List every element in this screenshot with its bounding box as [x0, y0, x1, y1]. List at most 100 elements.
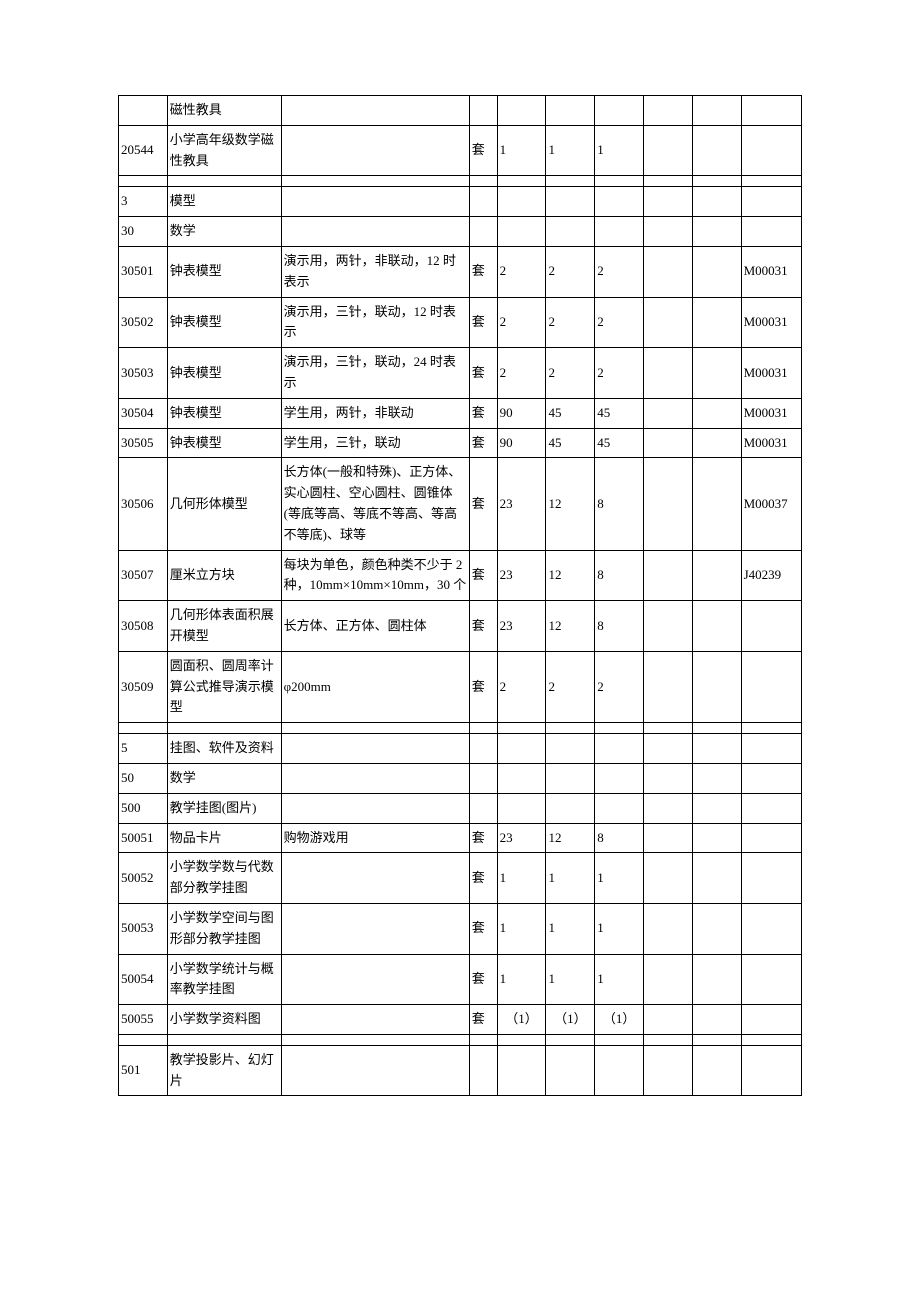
- table-cell: 2: [595, 297, 644, 348]
- table-cell: [692, 125, 741, 176]
- table-cell: 1: [595, 125, 644, 176]
- table-cell: [644, 793, 693, 823]
- spacer-cell: [644, 176, 693, 187]
- table-cell: [692, 246, 741, 297]
- spacer-cell: [692, 176, 741, 187]
- spacer-cell: [469, 723, 497, 734]
- spacer-cell: [692, 723, 741, 734]
- table-cell: [644, 954, 693, 1005]
- table-cell: 钟表模型: [167, 297, 281, 348]
- table-cell: [281, 217, 469, 247]
- table-cell: 30503: [119, 348, 168, 399]
- table-cell: [741, 125, 801, 176]
- table-cell: [595, 763, 644, 793]
- table-cell: 30502: [119, 297, 168, 348]
- table-cell: [281, 734, 469, 764]
- table-cell: [692, 823, 741, 853]
- table-cell: [692, 398, 741, 428]
- table-row: 30507厘米立方块每块为单色，颜色种类不少于 2 种，10mm×10mm×10…: [119, 550, 802, 601]
- table-cell: 45: [595, 428, 644, 458]
- table-cell: 50055: [119, 1005, 168, 1035]
- table-cell: 挂图、软件及资料: [167, 734, 281, 764]
- table-cell: [281, 96, 469, 126]
- table-row: 30508几何形体表面积展开模型长方体、正方体、圆柱体套23128: [119, 601, 802, 652]
- table-cell: 物品卡片: [167, 823, 281, 853]
- table-cell: 2: [595, 348, 644, 399]
- table-cell: 套: [469, 348, 497, 399]
- table-row: 50054小学数学统计与概率教学挂图套111: [119, 954, 802, 1005]
- table-cell: 30509: [119, 651, 168, 722]
- table-cell: [692, 428, 741, 458]
- table-cell: 8: [595, 823, 644, 853]
- table-cell: 1: [595, 853, 644, 904]
- table-cell: [281, 125, 469, 176]
- spacer-cell: [644, 1034, 693, 1045]
- table-cell: 小学数学资料图: [167, 1005, 281, 1035]
- table-cell: [692, 601, 741, 652]
- table-cell: 套: [469, 954, 497, 1005]
- equipment-table: 磁性教具20544小学高年级数学磁性教具套1113模型30数学30501钟表模型…: [118, 95, 802, 1096]
- table-cell: [497, 734, 546, 764]
- table-cell: [546, 187, 595, 217]
- table-cell: [644, 187, 693, 217]
- table-cell: [741, 793, 801, 823]
- table-cell: M00031: [741, 297, 801, 348]
- table-cell: M00031: [741, 246, 801, 297]
- spacer-cell: [497, 1034, 546, 1045]
- table-cell: 23: [497, 550, 546, 601]
- spacer-cell: [119, 723, 168, 734]
- table-cell: 30507: [119, 550, 168, 601]
- table-cell: [497, 217, 546, 247]
- table-cell: 每块为单色，颜色种类不少于 2 种，10mm×10mm×10mm，30 个: [281, 550, 469, 601]
- table-cell: 钟表模型: [167, 398, 281, 428]
- table-cell: [281, 1005, 469, 1035]
- table-row: 30509圆面积、圆周率计算公式推导演示模型φ200mm套222: [119, 651, 802, 722]
- table-cell: [741, 96, 801, 126]
- table-cell: [281, 954, 469, 1005]
- table-cell: [692, 550, 741, 601]
- table-cell: 30508: [119, 601, 168, 652]
- table-cell: 30505: [119, 428, 168, 458]
- table-cell: [497, 763, 546, 793]
- table-cell: [692, 297, 741, 348]
- table-cell: [644, 651, 693, 722]
- table-cell: 购物游戏用: [281, 823, 469, 853]
- table-cell: 12: [546, 550, 595, 601]
- table-cell: 23: [497, 823, 546, 853]
- table-cell: 小学数学空间与图形部分教学挂图: [167, 903, 281, 954]
- table-cell: 模型: [167, 187, 281, 217]
- table-cell: 30: [119, 217, 168, 247]
- table-cell: [469, 1045, 497, 1096]
- table-row: 30505钟表模型学生用，三针，联动套904545M00031: [119, 428, 802, 458]
- table-cell: 50: [119, 763, 168, 793]
- table-cell: [644, 903, 693, 954]
- table-cell: [644, 853, 693, 904]
- table-cell: 小学高年级数学磁性教具: [167, 125, 281, 176]
- table-cell: 8: [595, 601, 644, 652]
- spacer-cell: [167, 1034, 281, 1045]
- table-row: 磁性教具: [119, 96, 802, 126]
- table-cell: [741, 1045, 801, 1096]
- spacer-cell: [595, 176, 644, 187]
- table-cell: [469, 793, 497, 823]
- table-cell: 1: [595, 954, 644, 1005]
- spacer-cell: [546, 723, 595, 734]
- table-row: [119, 723, 802, 734]
- table-cell: 套: [469, 398, 497, 428]
- table-cell: 2: [497, 297, 546, 348]
- table-cell: [546, 1045, 595, 1096]
- table-cell: [595, 734, 644, 764]
- table-cell: 小学数学数与代数部分教学挂图: [167, 853, 281, 904]
- table-cell: 套: [469, 550, 497, 601]
- table-cell: [741, 651, 801, 722]
- table-cell: 30506: [119, 458, 168, 550]
- table-cell: [644, 1045, 693, 1096]
- table-cell: [644, 458, 693, 550]
- table-cell: [741, 763, 801, 793]
- table-cell: 套: [469, 428, 497, 458]
- spacer-cell: [497, 723, 546, 734]
- table-cell: [692, 954, 741, 1005]
- spacer-cell: [281, 176, 469, 187]
- table-row: 50051物品卡片购物游戏用套23128: [119, 823, 802, 853]
- table-cell: 长方体(一般和特殊)、正方体、实心圆柱、空心圆柱、圆锥体(等底等高、等底不等高、…: [281, 458, 469, 550]
